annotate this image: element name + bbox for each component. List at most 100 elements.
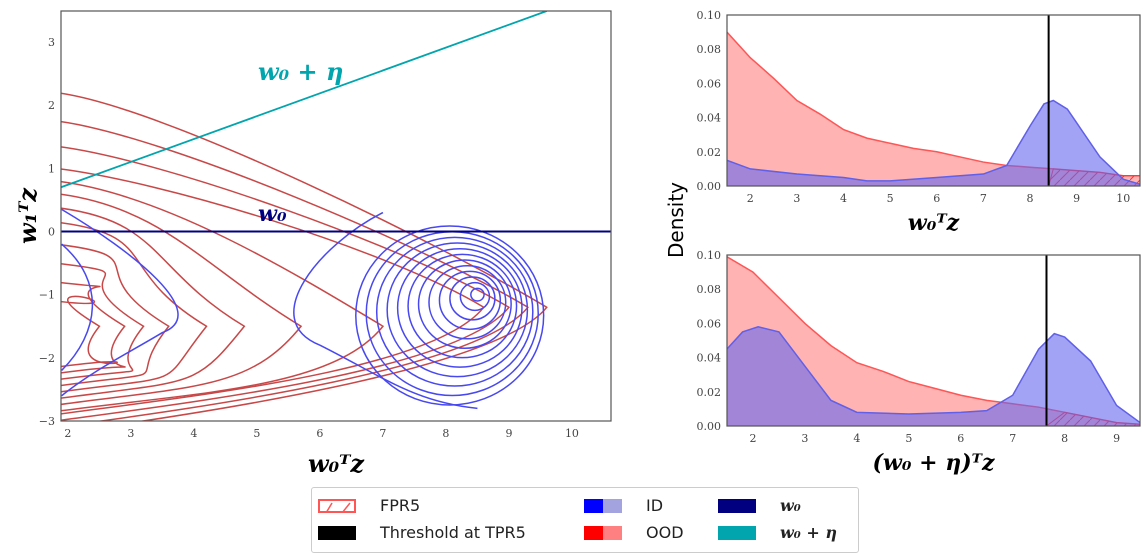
x-tick-label: 9: [1073, 192, 1080, 205]
y-tick-label: 0.08: [697, 283, 722, 296]
ood-contour: [61, 244, 170, 387]
legend-label: OOD: [646, 523, 684, 542]
plot-frame: [60, 10, 612, 422]
x-tick-label: 9: [505, 427, 512, 440]
x-tick-label: 7: [1009, 432, 1016, 445]
w0-eta-annotation: w₀ + η: [258, 57, 343, 86]
id-contour: [428, 264, 507, 340]
x-axis-label: (w₀ + η)ᵀz: [873, 450, 995, 476]
legend-label: Threshold at TPR5: [380, 523, 526, 542]
y-tick-label: 0.00: [697, 420, 722, 433]
x-tick-label: 3: [127, 427, 134, 440]
ood-density-fill: [727, 256, 1140, 426]
swatch: [718, 525, 756, 540]
y-tick-label: −2: [39, 352, 55, 365]
legend-id: ID: [584, 496, 663, 515]
x-axis-label: w₀ᵀz: [908, 210, 960, 236]
id-density-fill: [727, 326, 1140, 426]
y-tick-label: −1: [39, 289, 55, 302]
x-tick-label: 3: [801, 432, 808, 445]
x-tick-label: 4: [853, 432, 860, 445]
id-density-fill: [727, 100, 1140, 186]
x-tick-label: 8: [1026, 192, 1033, 205]
y-tick-label: 0.10: [697, 249, 722, 262]
legend-label: ID: [646, 496, 664, 515]
y-tick-label: 0.02: [697, 146, 722, 159]
x-tick-label: 5: [253, 427, 260, 440]
y-tick-label: −3: [39, 415, 55, 428]
id-contour: [61, 208, 179, 397]
contours: [61, 11, 611, 421]
swatch: [584, 498, 622, 513]
y-tick-label: 0.04: [697, 352, 722, 365]
ood-contour: [61, 281, 126, 374]
y-tick-label: 0.06: [697, 317, 722, 330]
id-contour: [293, 211, 478, 410]
legend-w0: w₀: [718, 496, 801, 515]
density-top: 2 3 4 5 6 7 8 9 10 0.00 0.02 0.04 0.06 0.08 0.10 w₀ᵀz: [697, 9, 1141, 236]
x-tick-label: 3: [793, 192, 800, 205]
legend-label: w₀: [780, 496, 801, 515]
id-contour: [355, 225, 545, 406]
id-contour: [386, 242, 529, 378]
x-tick-label: 4: [190, 427, 197, 440]
ood-contour: [61, 92, 548, 421]
legend: FPR5 Threshold at TPR5 ID OOD w₀ w₀ + η: [311, 487, 859, 553]
id-contour: [449, 276, 496, 321]
x-tick-label: 5: [887, 192, 894, 205]
swatch: [318, 525, 356, 540]
legend-ood: OOD: [584, 523, 684, 542]
x-tick-label: 2: [749, 432, 756, 445]
y-tick-label: 3: [48, 36, 55, 49]
swatch: [584, 525, 622, 540]
y-tick-label: 0.02: [697, 386, 722, 399]
plot-frame: [726, 14, 1141, 187]
y-tick-label: 0.08: [697, 43, 722, 56]
legend-w0-eta: w₀ + η: [718, 523, 837, 542]
x-tick-label: 2: [747, 192, 754, 205]
density-bottom: 2 3 4 5 6 7 8 9 0.00 0.02 0.04 0.06 0.08 0.10 (w₀ + η)…: [697, 249, 1141, 476]
ood-density-fill: [727, 32, 1140, 186]
y-tick-label: 0.00: [697, 180, 722, 193]
x-tick-label: 5: [905, 432, 912, 445]
y-tick-label: 0.04: [697, 112, 722, 125]
ood-contour: [61, 263, 145, 380]
legend-label: FPR5: [380, 496, 421, 515]
ood-contour: [61, 222, 208, 393]
ood-contour: [61, 207, 246, 399]
y-axis-label-density: Density: [664, 182, 688, 258]
w0-eta-line: [61, 11, 548, 189]
ood-contour: [61, 146, 511, 421]
x-tick-label: 2: [64, 427, 71, 440]
x-tick-label: 10: [1116, 192, 1130, 205]
legend-fpr5: FPR5: [318, 496, 420, 515]
id-contour: [459, 281, 491, 312]
y-axis-label: w₁ᵀz: [13, 187, 42, 244]
x-tick-label: 6: [316, 427, 323, 440]
x-tick-label: 6: [957, 432, 964, 445]
x-tick-label: 9: [1113, 432, 1120, 445]
id-density-line: [727, 99, 1140, 186]
y-tick-label: 1: [48, 162, 55, 175]
w0-annotation: w₀: [258, 201, 287, 227]
y-tick-label: 0.10: [697, 9, 722, 22]
contour-plot: 2 3 4 5 6 7 8 9 10 −3 −2 −1 0 1 2 3 w₀ + η w₀ w₀ᵀz w₁ᵀz: [13, 10, 612, 478]
x-tick-label: 10: [565, 427, 579, 440]
plot-frame: [726, 254, 1141, 427]
id-contour: [417, 259, 512, 349]
id-contour: [438, 270, 502, 331]
hatch-swatch: [318, 498, 356, 513]
id-density-line: [727, 326, 1140, 424]
ood-contour: [61, 193, 303, 406]
x-tick-label: 8: [1061, 432, 1068, 445]
x-tick-label: 8: [442, 427, 449, 440]
id-contour: [396, 247, 523, 368]
id-contour: [375, 236, 534, 387]
id-contour: [470, 287, 485, 302]
ood-contour: [61, 180, 385, 412]
y-tick-label: 0: [48, 225, 55, 238]
ood-contour: [61, 295, 118, 368]
x-tick-label: 7: [980, 192, 987, 205]
swatch: [718, 498, 756, 513]
